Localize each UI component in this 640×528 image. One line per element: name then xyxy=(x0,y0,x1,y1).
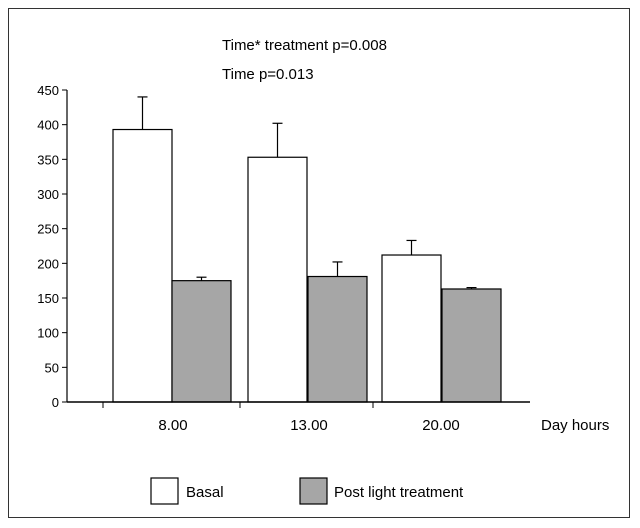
bar-0-1 xyxy=(247,156,308,403)
x-tick-label-0: 8.00 xyxy=(158,417,187,434)
y-tick-label-1: 50 xyxy=(45,360,59,375)
x-tick-label-1: 13.00 xyxy=(290,417,328,434)
y-tick-label-6: 300 xyxy=(37,187,59,202)
y-tick-label-8: 400 xyxy=(37,118,59,133)
y-tick-label-5: 250 xyxy=(37,222,59,237)
bar-1-1 xyxy=(307,275,368,403)
legend-swatch-1 xyxy=(299,477,328,505)
y-axis: 0 50 100 150 200 250 300 350 400 450 xyxy=(37,83,68,410)
legend-label-1: Post light treatment xyxy=(334,484,464,501)
annotation-interaction-p: Time* treatment p=0.008 xyxy=(222,37,387,54)
legend-swatch-0 xyxy=(150,477,179,505)
legend: Basal Post light treatment xyxy=(150,477,464,505)
legend-label-0: Basal xyxy=(186,484,224,501)
bar-1-0 xyxy=(171,280,232,403)
y-tick-label-7: 350 xyxy=(37,152,59,167)
y-tick-label-9: 450 xyxy=(37,83,59,98)
x-axis-label: Day hours xyxy=(541,417,609,434)
chart-frame xyxy=(8,8,630,518)
y-tick-label-0: 0 xyxy=(52,395,59,410)
bar-0-0 xyxy=(112,128,173,403)
bar-0-2 xyxy=(381,254,442,403)
bars xyxy=(112,96,502,403)
bar-1-2 xyxy=(441,288,502,403)
annotation-time-p: Time p=0.013 xyxy=(222,66,314,83)
x-axis: 8.00 13.00 20.00 xyxy=(67,401,530,434)
y-tick-label-4: 200 xyxy=(37,256,59,271)
x-tick-label-2: 20.00 xyxy=(422,417,460,434)
y-tick-label-2: 100 xyxy=(37,326,59,341)
y-tick-label-3: 150 xyxy=(37,291,59,306)
